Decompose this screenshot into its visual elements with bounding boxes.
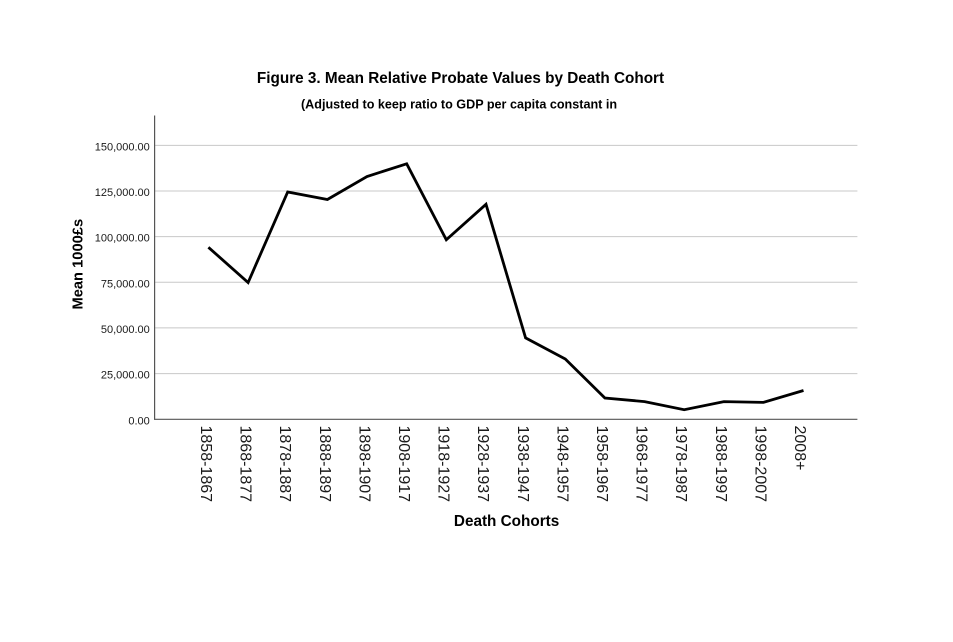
svg-text:Figure 3. Mean Relative Probat: Figure 3. Mean Relative Probate Values b… [257, 70, 664, 87]
svg-text:Mean 1000£s: Mean 1000£s [70, 219, 86, 310]
svg-text:1878-1887: 1878-1887 [276, 426, 293, 503]
svg-text:25,000.00: 25,000.00 [101, 370, 150, 382]
svg-text:Death Cohorts: Death Cohorts [454, 513, 559, 530]
svg-text:1948-1957: 1948-1957 [553, 426, 570, 503]
svg-text:1998-2007: 1998-2007 [751, 426, 768, 503]
svg-text:50,000.00: 50,000.00 [101, 324, 150, 336]
svg-text:0.00: 0.00 [128, 415, 149, 427]
svg-text:1988-1997: 1988-1997 [712, 426, 729, 503]
svg-text:100,000.00: 100,000.00 [95, 233, 150, 245]
svg-text:75,000.00: 75,000.00 [101, 278, 150, 290]
svg-text:1938-1947: 1938-1947 [514, 426, 531, 503]
svg-text:1908-1917: 1908-1917 [395, 426, 412, 503]
svg-text:1888-1897: 1888-1897 [316, 426, 333, 503]
svg-text:1928-1937: 1928-1937 [474, 426, 491, 503]
svg-text:1968-1977: 1968-1977 [633, 426, 650, 503]
svg-text:125,000.00: 125,000.00 [95, 187, 150, 199]
svg-text:1898-1907: 1898-1907 [355, 426, 372, 503]
svg-text:1858-1867: 1858-1867 [197, 426, 214, 503]
svg-text:1978-1987: 1978-1987 [672, 426, 689, 503]
svg-text:1868-1877: 1868-1877 [237, 426, 254, 503]
svg-text:150,000.00: 150,000.00 [95, 141, 150, 153]
svg-text:1958-1967: 1958-1967 [593, 426, 610, 503]
svg-text:(Adjusted to keep ratio to GDP: (Adjusted to keep ratio to GDP per capit… [301, 98, 617, 112]
svg-text:1918-1927: 1918-1927 [435, 426, 452, 503]
svg-text:2008+: 2008+ [791, 426, 808, 471]
